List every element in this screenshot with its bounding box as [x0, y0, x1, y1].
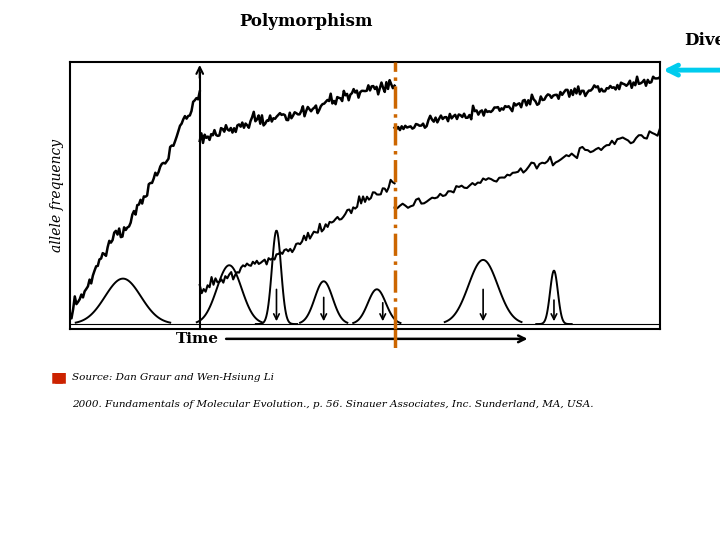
Text: 2000. Fundamentals of Molecular Evolution., p. 56. Sinauer Associates, Inc. Sund: 2000. Fundamentals of Molecular Evolutio…	[72, 400, 593, 409]
Text: Time: Time	[176, 332, 219, 346]
Y-axis label: allele frequency: allele frequency	[50, 139, 64, 252]
Text: Source: Dan Graur and Wen-Hsiung Li: Source: Dan Graur and Wen-Hsiung Li	[72, 373, 274, 382]
Text: ■: ■	[54, 370, 67, 384]
Text: Divergence: Divergence	[684, 32, 720, 49]
Text: ■: ■	[50, 370, 63, 384]
Text: Polymorphism: Polymorphism	[239, 13, 373, 30]
